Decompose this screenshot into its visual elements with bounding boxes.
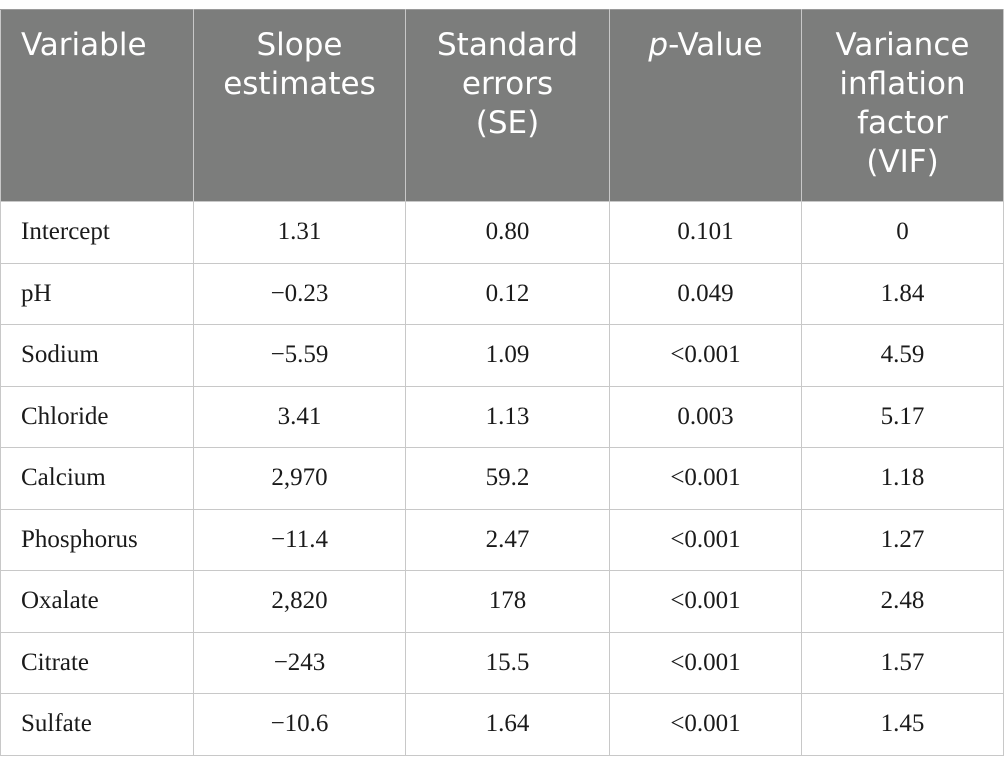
cell-p-value: 0.003 <box>609 385 802 448</box>
cell-p-value: <0.001 <box>609 447 802 510</box>
header-p-italic: p <box>648 27 669 63</box>
cell-p-value: 0.049 <box>609 262 802 325</box>
cell-vif: 1.45 <box>801 693 1004 756</box>
header-slope-estimates: Slope estimates <box>193 9 406 202</box>
cell-se: 59.2 <box>405 447 610 510</box>
cell-variable: Sulfate <box>0 693 194 756</box>
cell-variable: Sodium <box>0 324 194 387</box>
cell-variable: Calcium <box>0 447 194 510</box>
header-row: Variable Slope estimates Standard errors… <box>0 9 1004 202</box>
header-slope-label: Slope estimates <box>223 27 376 102</box>
cell-slope: 2,970 <box>193 447 406 510</box>
cell-p-value: <0.001 <box>609 508 802 571</box>
header-variable: Variable <box>0 9 194 202</box>
header-p-label: -Value <box>668 27 763 63</box>
table-row: Oxalate 2,820 178 <0.001 2.48 <box>0 570 1004 633</box>
cell-vif: 1.84 <box>801 262 1004 325</box>
cell-vif: 1.57 <box>801 631 1004 694</box>
table-row: Chloride 3.41 1.13 0.003 5.17 <box>0 385 1004 448</box>
cell-variable: pH <box>0 262 194 325</box>
cell-p-value: <0.001 <box>609 631 802 694</box>
table-row: Sulfate −10.6 1.64 <0.001 1.45 <box>0 693 1004 756</box>
cell-se: 0.80 <box>405 201 610 264</box>
cell-p-value: <0.001 <box>609 570 802 633</box>
cell-slope: −243 <box>193 631 406 694</box>
regression-table: Variable Slope estimates Standard errors… <box>0 9 1004 756</box>
header-p-value: p-Value <box>609 9 802 202</box>
cell-slope: −10.6 <box>193 693 406 756</box>
table-row: Calcium 2,970 59.2 <0.001 1.18 <box>0 447 1004 510</box>
table-body: Intercept 1.31 0.80 0.101 0 pH −0.23 0.1… <box>0 201 1004 756</box>
cell-se: 15.5 <box>405 631 610 694</box>
cell-vif: 2.48 <box>801 570 1004 633</box>
cell-variable: Oxalate <box>0 570 194 633</box>
header-vif-label: Variance inflation factor (VIF) <box>835 27 970 180</box>
table-row: pH −0.23 0.12 0.049 1.84 <box>0 262 1004 325</box>
cell-slope: −0.23 <box>193 262 406 325</box>
table-header: Variable Slope estimates Standard errors… <box>0 9 1004 202</box>
cell-variable: Intercept <box>0 201 194 264</box>
cell-p-value: <0.001 <box>609 693 802 756</box>
cell-vif: 4.59 <box>801 324 1004 387</box>
cell-vif: 5.17 <box>801 385 1004 448</box>
cell-p-value: <0.001 <box>609 324 802 387</box>
cell-se: 1.64 <box>405 693 610 756</box>
cell-se: 0.12 <box>405 262 610 325</box>
cell-vif: 1.18 <box>801 447 1004 510</box>
cell-slope: 1.31 <box>193 201 406 264</box>
table-row: Intercept 1.31 0.80 0.101 0 <box>0 201 1004 264</box>
header-variable-label: Variable <box>21 27 147 63</box>
cell-se: 2.47 <box>405 508 610 571</box>
cell-slope: −11.4 <box>193 508 406 571</box>
header-se-label: Standard errors (SE) <box>436 27 579 141</box>
table-row: Sodium −5.59 1.09 <0.001 4.59 <box>0 324 1004 387</box>
header-vif: Variance inflation factor (VIF) <box>801 9 1004 202</box>
cell-se: 1.09 <box>405 324 610 387</box>
cell-variable: Citrate <box>0 631 194 694</box>
cell-slope: 2,820 <box>193 570 406 633</box>
cell-se: 178 <box>405 570 610 633</box>
cell-vif: 1.27 <box>801 508 1004 571</box>
cell-slope: 3.41 <box>193 385 406 448</box>
cell-p-value: 0.101 <box>609 201 802 264</box>
header-standard-errors: Standard errors (SE) <box>405 9 610 202</box>
table-row: Phosphorus −11.4 2.47 <0.001 1.27 <box>0 508 1004 571</box>
cell-vif: 0 <box>801 201 1004 264</box>
cell-variable: Phosphorus <box>0 508 194 571</box>
cell-se: 1.13 <box>405 385 610 448</box>
table-row: Citrate −243 15.5 <0.001 1.57 <box>0 631 1004 694</box>
cell-variable: Chloride <box>0 385 194 448</box>
cell-slope: −5.59 <box>193 324 406 387</box>
